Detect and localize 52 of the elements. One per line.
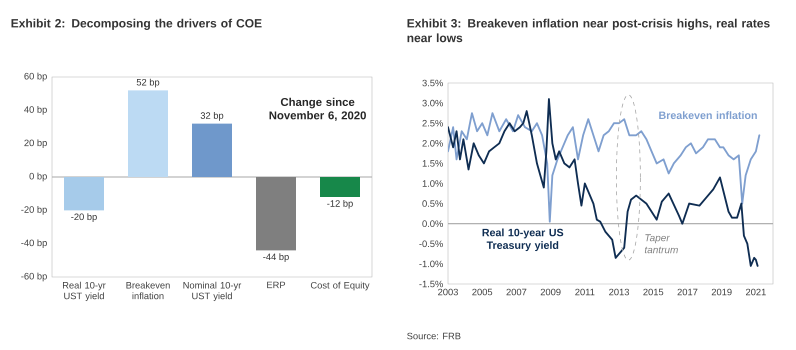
y-tick-label: -40 bp [21,239,47,248]
bar [256,177,296,250]
source-note: Source: FRB [407,332,460,340]
text: Real 10-year US Treasury yield [482,228,564,252]
y-tick-label: 0.5% [422,200,443,207]
bar [64,177,104,210]
line-series [448,112,760,223]
bar [128,90,168,177]
x-tick-label: Breakeven inflation [126,282,170,300]
x-tick-label: Nominal 10-yr UST yield [183,282,242,302]
data-label: 32 bp [200,112,224,121]
chart-title: Exhibit 2: Decomposing the drivers of COE [12,18,262,30]
y-tick-label: -1.0% [419,260,443,268]
x-tick-label: 2005 [472,288,492,296]
x-tick-label: 2009 [540,288,561,296]
y-tick-label: -1.5% [419,280,443,288]
y-tick-label: 0 bp [29,172,47,182]
x-tick-label: 2003 [438,288,458,296]
y-tick-label: 3.0% [422,100,443,106]
bar [320,177,360,197]
data-label: -44 bp [263,253,289,262]
y-tick-label: -0.5% [419,240,443,248]
x-tick-label: 2017 [678,288,698,296]
line-series [448,98,759,267]
y-tick-label: 2.5% [422,120,443,126]
y-tick-label: 0.0% [422,220,443,227]
y-tick-label: 20 bp [24,139,47,148]
x-tick-label: ERP [267,282,286,288]
bar [192,124,232,177]
data-label: -20 bp [71,213,97,222]
y-tick-label: 2.0% [422,140,443,147]
x-tick-label: 2011 [575,288,594,296]
chart-title: Exhibit 3: Breakeven inflation near post-crisis highs, real rates near lows [408,18,770,42]
x-tick-label: 2019 [712,288,732,296]
series-label: Breakeven inflation [659,111,757,120]
y-tick-label: -60 bp [21,272,47,282]
y-tick-label: 1.0% [422,180,443,187]
x-tick-label: 2013 [609,288,630,296]
y-tick-label: 3.5% [422,80,443,86]
y-tick-label: 1.5% [422,160,443,167]
x-tick-label: 2007 [506,288,526,296]
y-tick-label: 60 bp [24,72,47,82]
x-tick-label: Cost of Equity [310,282,370,290]
y-tick-label: 40 bp [24,106,47,115]
x-tick-label: 2021 [746,288,766,296]
annotation: Taper tantrum [644,234,678,254]
x-tick-label: 2015 [643,288,664,296]
annotation: Change since November 6, 2020 [270,98,366,122]
data-label: -12 bp [327,200,353,209]
data-label: 52 bp [136,78,160,88]
x-tick-label: Real 10-yr UST yield [62,282,106,302]
y-tick-label: -20 bp [21,206,47,215]
